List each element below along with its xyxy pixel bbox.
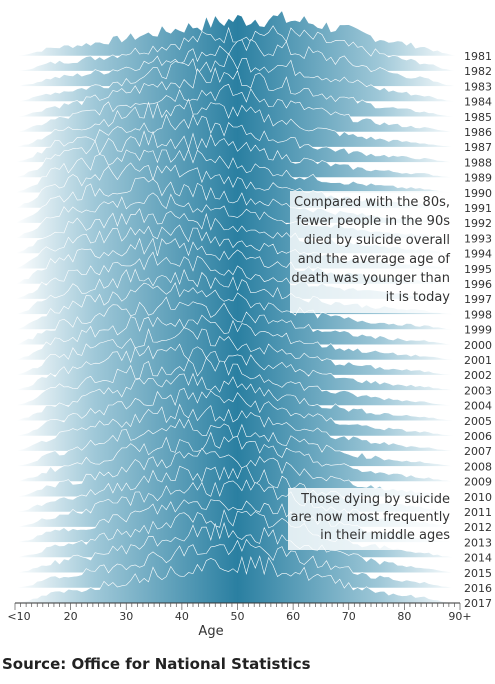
x-tick-label-10: <10 [7, 610, 30, 623]
x-axis: <10 20 30 40 50 60 70 80 90+ [7, 602, 472, 623]
year-label-1995: 1995 [464, 263, 492, 276]
year-label-2003: 2003 [464, 384, 492, 397]
x-tick-label-40: 40 [175, 610, 189, 623]
year-label-1999: 1999 [464, 324, 492, 337]
x-axis-label: Age [198, 624, 223, 639]
year-label-1992: 1992 [464, 217, 492, 230]
year-label-1984: 1984 [464, 96, 492, 109]
year-label-1990: 1990 [464, 187, 492, 200]
annotation-2-line-2: are now most frequently [291, 510, 451, 525]
ridges [13, 9, 461, 604]
year-label-1996: 1996 [464, 278, 492, 291]
year-label-1993: 1993 [464, 232, 492, 245]
annotation-box-2 [288, 488, 454, 550]
annotation-1-line-5: death was younger than [291, 271, 450, 286]
year-label-2008: 2008 [464, 460, 492, 473]
annotation-2-line-3: in their middle ages [320, 528, 450, 543]
x-tick-label-20: 20 [64, 610, 78, 623]
year-label-2006: 2006 [464, 430, 492, 443]
year-label-1994: 1994 [464, 248, 492, 261]
year-label-2002: 2002 [464, 369, 492, 382]
year-label-1981: 1981 [464, 50, 492, 63]
annotation-2-line-1: Those dying by suicide [300, 492, 450, 507]
year-label-2000: 2000 [464, 339, 492, 352]
year-labels: 1981 1982 1983 1984 1985 1986 1987 1988 1989 1990… [464, 50, 492, 610]
year-label-2004: 2004 [464, 400, 492, 413]
annotation-1-line-4: and the average age of [298, 252, 451, 267]
x-tick-label-60: 60 [286, 610, 300, 623]
annotation-1-line-3: died by suicide overall [304, 233, 450, 248]
year-label-2017: 2017 [464, 597, 492, 610]
year-label-1988: 1988 [464, 156, 492, 169]
year-label-2007: 2007 [464, 445, 492, 458]
x-tick-label-30: 30 [119, 610, 133, 623]
year-label-2014: 2014 [464, 552, 492, 565]
source-note: Source: Office for National Statistics [2, 655, 311, 673]
annotation-1-line-6: it is today [386, 290, 451, 305]
ridge-1981 [14, 9, 461, 57]
year-label-2011: 2011 [464, 506, 492, 519]
x-tick-label-80: 80 [397, 610, 411, 623]
x-tick-label-50: 50 [231, 610, 245, 623]
ridge-1985 [14, 67, 461, 118]
year-label-2013: 2013 [464, 536, 492, 549]
annotations: Compared with the 80s, fewer people in th… [288, 191, 456, 550]
year-label-1983: 1983 [464, 80, 492, 93]
year-label-2001: 2001 [464, 354, 492, 367]
ridge-2009 [14, 431, 461, 482]
x-tick-label-70: 70 [342, 610, 356, 623]
year-label-2010: 2010 [464, 491, 492, 504]
annotation-1-line-2: fewer people in the 90s [296, 214, 450, 229]
annotation-box-1 [290, 191, 456, 313]
year-label-2015: 2015 [464, 567, 492, 580]
ridge-2016 [14, 538, 461, 589]
year-label-1991: 1991 [464, 202, 492, 215]
ridge-1983 [14, 39, 461, 87]
ridge-2017 [14, 555, 461, 604]
year-label-1997: 1997 [464, 293, 492, 306]
year-label-2005: 2005 [464, 415, 492, 428]
year-label-2009: 2009 [464, 476, 492, 489]
annotation-1-line-1: Compared with the 80s, [294, 195, 450, 210]
year-label-2016: 2016 [464, 582, 492, 595]
year-label-1987: 1987 [464, 141, 492, 154]
year-label-1989: 1989 [464, 172, 492, 185]
x-tick-label-90: 90+ [448, 610, 471, 623]
year-label-1998: 1998 [464, 308, 492, 321]
year-label-1982: 1982 [464, 65, 492, 78]
year-label-2012: 2012 [464, 521, 492, 534]
year-label-1986: 1986 [464, 126, 492, 139]
year-label-1985: 1985 [464, 111, 492, 124]
